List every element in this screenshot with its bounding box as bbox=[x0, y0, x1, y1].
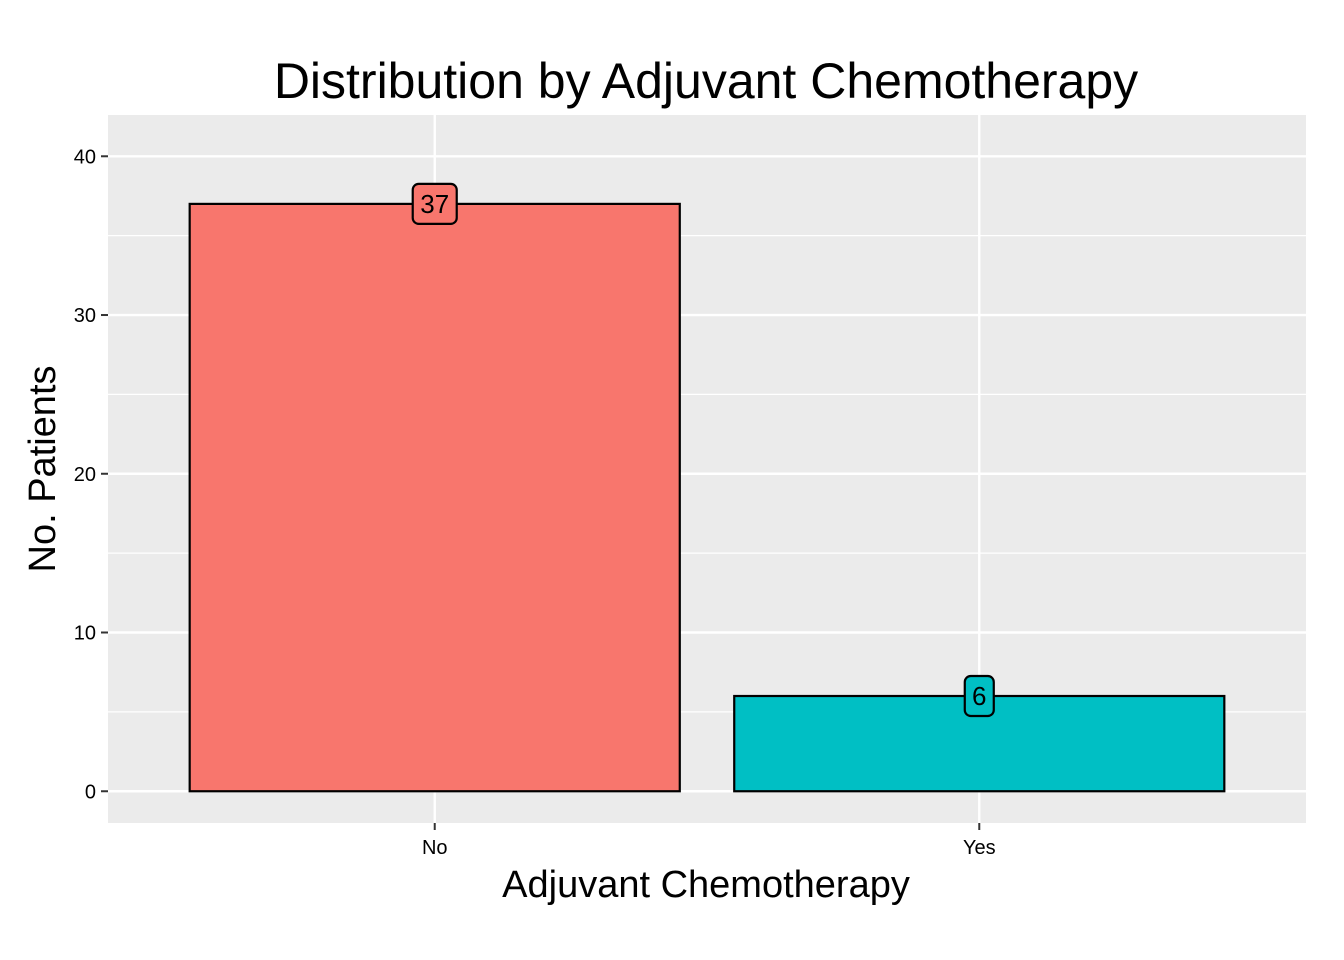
y-tick-label: 20 bbox=[74, 464, 96, 486]
data-labels: 37 6 bbox=[411, 182, 995, 718]
bar-no bbox=[188, 202, 681, 793]
data-label: 6 bbox=[972, 681, 986, 711]
bars bbox=[188, 202, 1226, 793]
data-label-box bbox=[411, 182, 458, 225]
y-axis-title: No. Patients bbox=[22, 366, 64, 573]
data-label: 37 bbox=[420, 189, 449, 219]
y-tick-label: 40 bbox=[74, 146, 96, 168]
x-axis-title: Adjuvant Chemotherapy bbox=[502, 864, 910, 906]
x-axis: No Yes bbox=[422, 823, 996, 859]
x-tick-label: Yes bbox=[963, 837, 996, 859]
x-tick-label: No bbox=[422, 837, 448, 859]
y-tick-label: 0 bbox=[85, 781, 96, 803]
data-label-box bbox=[963, 674, 995, 718]
y-axis: 0 10 20 30 40 bbox=[74, 146, 108, 803]
y-tick-label: 10 bbox=[74, 623, 96, 645]
y-tick-label: 30 bbox=[74, 305, 96, 327]
chart-title: Distribution by Adjuvant Chemotherapy bbox=[274, 53, 1138, 109]
